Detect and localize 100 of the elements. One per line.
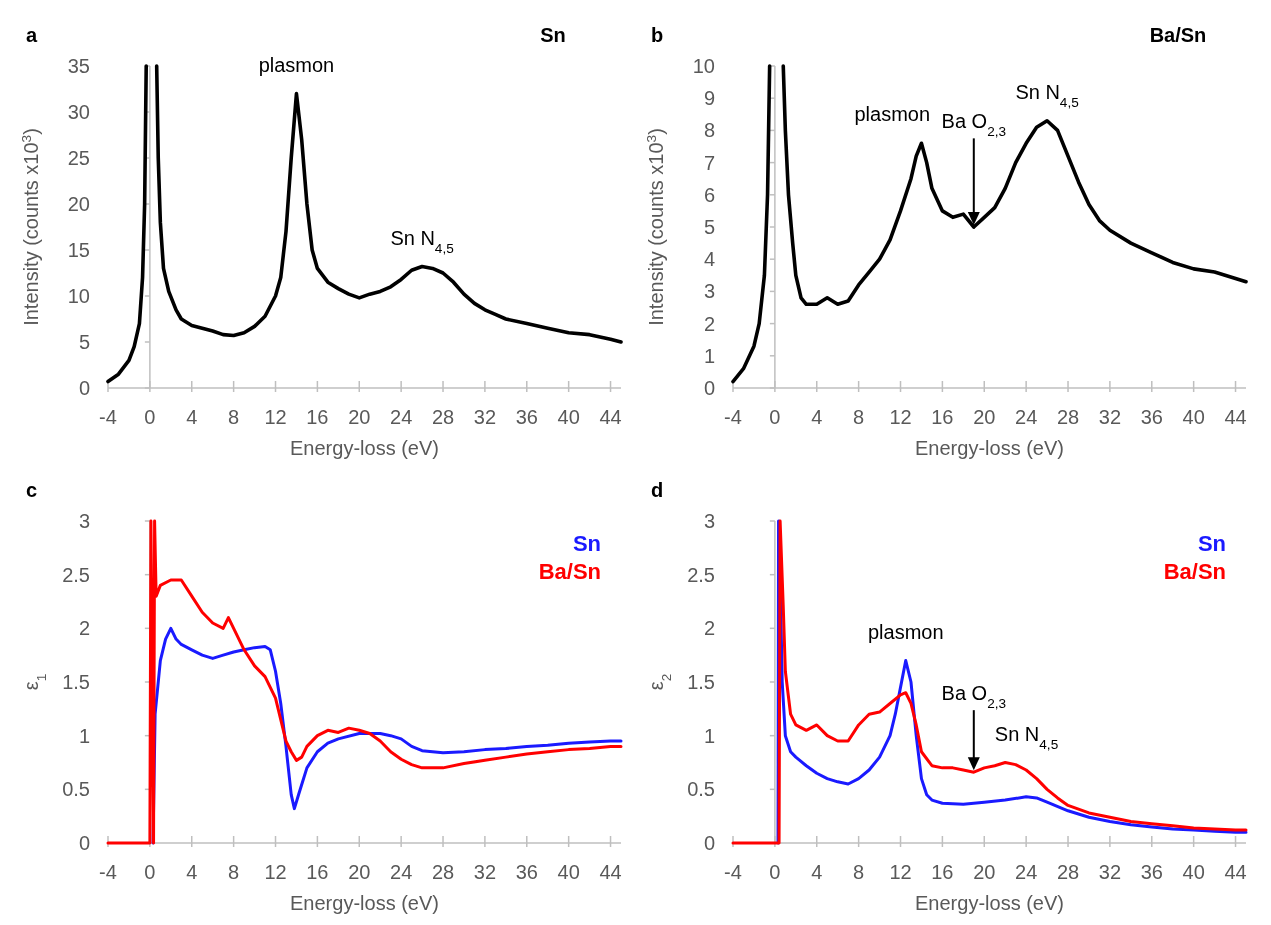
x-tick-label: 40: [557, 406, 580, 428]
y-tick-label: 1: [703, 344, 715, 367]
x-tick-label: -4: [99, 406, 117, 428]
x-tick-label: 12: [889, 406, 912, 428]
y-tick-label: 25: [67, 147, 90, 169]
annotation: Sn N$_{4,5}$: [1015, 80, 1079, 110]
x-tick-label: 0: [144, 861, 156, 883]
x-tick-label: 24: [1015, 861, 1038, 883]
x-tick-label: -4: [724, 406, 742, 428]
x-tick-label: 32: [1098, 861, 1122, 883]
x-tick-label: 40: [557, 861, 580, 883]
y-tick-label: 7: [703, 151, 715, 174]
x-tick-label: 44: [599, 406, 622, 428]
chart-title: Ba/Sn: [1149, 24, 1207, 46]
x-tick-label: 16: [306, 861, 329, 883]
x-tick-label: 28: [431, 861, 455, 883]
x-tick-label: -4: [99, 861, 117, 883]
y-tick-label: 0: [703, 832, 715, 854]
x-tick-label: 0: [769, 406, 781, 428]
x-tick-label: 28: [1056, 406, 1080, 428]
x-tick-label: 4: [811, 406, 823, 428]
x-tick-label: 8: [228, 861, 240, 883]
x-tick-label: 40: [1182, 861, 1205, 883]
y-tick-label: 2: [78, 617, 90, 640]
text: Sn: [1197, 531, 1226, 556]
y-tick-label: 3: [703, 280, 715, 303]
x-tick-label: 12: [264, 861, 287, 883]
x-tick-label: 20: [973, 861, 996, 883]
y-tick-label: 8: [703, 119, 715, 142]
text: d: [651, 479, 664, 501]
line-series: [106, 519, 623, 845]
annotation: plasmon: [258, 53, 335, 76]
x-tick-label: 16: [306, 406, 329, 428]
x-tick-label: 4: [186, 861, 198, 883]
y-tick-label: 2.5: [62, 563, 90, 586]
x-tick-label: 16: [931, 406, 954, 428]
y-tick-label: 1.5: [687, 671, 715, 693]
x-tick-label: 20: [348, 406, 371, 428]
y-tick-label: 2: [703, 312, 715, 335]
annotation: plasmon: [867, 620, 944, 643]
x-tick-label: 8: [853, 406, 865, 428]
x-tick-label: 32: [1098, 406, 1122, 428]
x-tick-label: 8: [853, 861, 865, 883]
y-tick-label: 1.5: [62, 671, 90, 693]
x-tick-label: 44: [1224, 406, 1247, 428]
y-tick-label: 20: [67, 193, 90, 215]
x-tick-label: -4: [724, 861, 742, 883]
x-tick-label: 36: [1140, 406, 1163, 428]
x-tick-label: 44: [599, 861, 622, 883]
y-tick-label: 9: [703, 87, 715, 110]
y-tick-label: 3: [703, 510, 715, 532]
x-tick-label: 4: [186, 406, 198, 428]
x-axis-title: Energy-loss (eV): [915, 437, 1064, 459]
y-tick-label: 3: [78, 510, 90, 532]
y-tick-label: 5: [78, 331, 90, 353]
annotation: plasmon: [854, 103, 931, 126]
annotation: Ba O$_{2,3}$: [941, 110, 1007, 139]
y-tick-label: 30: [67, 101, 90, 123]
x-tick-label: 20: [348, 861, 371, 883]
y-tick-label: 2.5: [687, 563, 715, 586]
y-tick-label: 6: [703, 183, 715, 206]
y-tick-label: 4: [703, 248, 715, 271]
x-tick-label: 28: [431, 406, 455, 428]
x-tick-label: 24: [390, 406, 413, 428]
x-axis-title: Energy-loss (eV): [290, 437, 439, 459]
annotation: Ba O$_{2,3}$: [941, 682, 1007, 711]
x-tick-label: 28: [1056, 861, 1080, 883]
y-tick-label: 0: [78, 377, 90, 399]
y-tick-label: 0.5: [687, 778, 715, 801]
x-tick-label: 36: [515, 861, 538, 883]
y-tick-label: 10: [67, 285, 90, 307]
y-tick-label: 35: [67, 55, 90, 77]
y-tick-label: 5: [703, 216, 715, 238]
y-tick-label: 1: [703, 724, 715, 747]
text: a: [26, 24, 38, 46]
y-tick-label: 0: [703, 377, 715, 399]
x-tick-label: 36: [1140, 861, 1163, 883]
annotation: Sn N$_{4,5}$: [994, 722, 1059, 751]
x-tick-label: 44: [1224, 861, 1247, 883]
x-tick-label: 36: [515, 406, 538, 428]
y-tick-label: 1: [78, 724, 90, 747]
x-tick-label: 4: [811, 861, 823, 883]
y-tick-label: 15: [67, 239, 90, 261]
x-tick-label: 16: [931, 861, 954, 883]
x-tick-label: 20: [973, 406, 996, 428]
x-tick-label: 8: [228, 406, 240, 428]
x-tick-label: 0: [144, 406, 156, 428]
x-tick-label: 40: [1182, 406, 1205, 428]
x-tick-label: 24: [1015, 406, 1038, 428]
annotation: Sn N$_{4,5}$: [390, 226, 454, 256]
y-tick-label: 2: [703, 617, 715, 640]
x-tick-label: 12: [889, 861, 912, 883]
x-tick-label: 12: [264, 406, 287, 428]
text: Ba/Sn: [1163, 559, 1226, 584]
x-tick-label: 24: [390, 861, 413, 883]
y-tick-label: 0.5: [62, 778, 90, 801]
y-tick-label: 10: [692, 55, 715, 77]
text: Sn: [572, 531, 601, 556]
text: c: [26, 479, 38, 501]
text: Ba/Sn: [538, 559, 601, 584]
